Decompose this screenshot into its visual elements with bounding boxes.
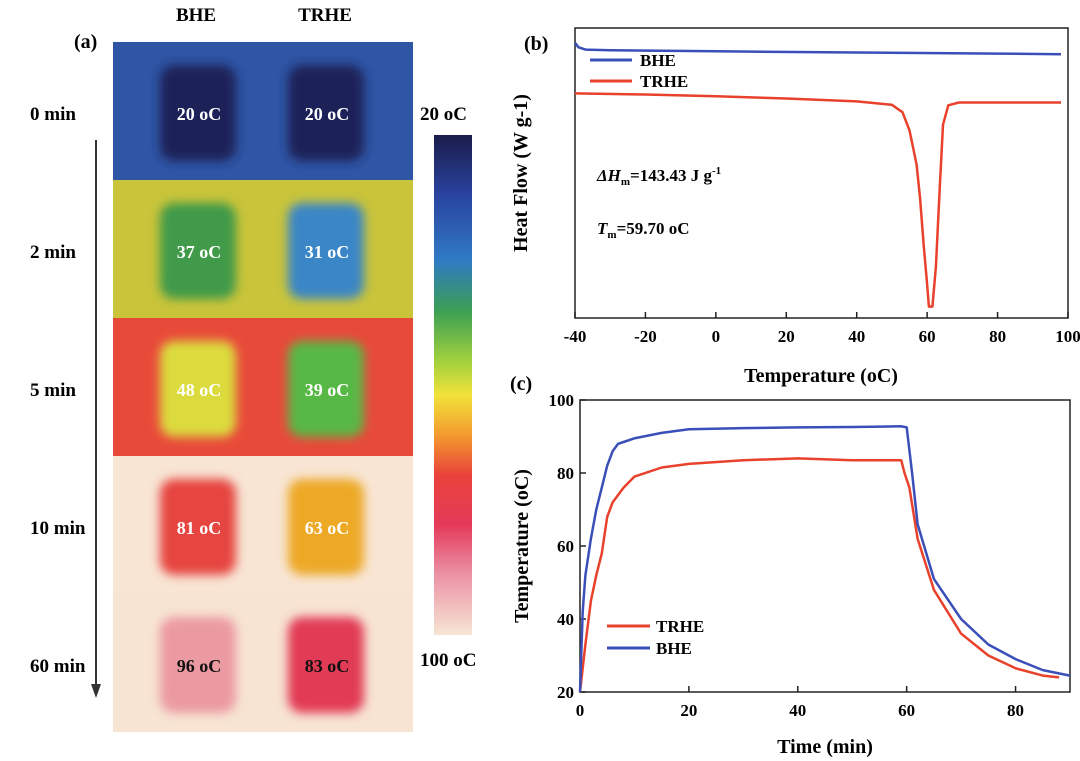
melting-temp-subscript: m: [607, 229, 616, 241]
dsc-legend-label-bhe: BHE: [640, 51, 676, 70]
colorbar-top-label: 20 oC: [420, 104, 467, 125]
dsc-chart-panel: (b) -40 -20 0 20 40 60 80 100 Temperature (oC) …: [510, 27, 1080, 387]
x-tick-label: 40: [848, 327, 865, 346]
thermal-row-background: [113, 594, 413, 732]
thermal-row-background: [113, 42, 413, 180]
panel-c-label: (c): [510, 373, 532, 395]
bhe-temperature-label: 20 oC: [177, 104, 222, 124]
bhe-sample: [160, 65, 236, 161]
x-tick-label: 40: [789, 701, 806, 720]
dsc-y-axis-label: Heat Flow (W g-1): [510, 94, 532, 252]
x-tick-label: 0: [712, 327, 721, 346]
melting-temp-annotation: Tm=59.70 oC: [597, 219, 690, 241]
heating-series: [578, 425, 1071, 693]
series-line-trhe: [574, 92, 1061, 308]
thermal-tiles: 0 min 20 oC 20 oC 2 min 37 oC 31 oC 5 min 48 oC…: [30, 42, 413, 732]
colorbar-bottom-label: 100 oC: [420, 650, 476, 671]
dsc-legend-label-trhe: TRHE: [640, 72, 688, 91]
panel-b-label: (b): [524, 33, 548, 55]
thermal-row-background: [113, 456, 413, 594]
bhe-temperature-label: 37 oC: [177, 242, 222, 262]
thermal-row-background: [113, 318, 413, 456]
dsc-series: [574, 42, 1062, 308]
x-tick-label: 80: [989, 327, 1006, 346]
y-tick-label: 20: [557, 683, 574, 702]
x-tick-label: 60: [919, 327, 936, 346]
x-tick-label: -20: [634, 327, 657, 346]
heating-legend-label-trhe: TRHE: [656, 617, 704, 636]
row-time-label: 5 min: [30, 380, 76, 401]
x-tick-label: -40: [564, 327, 587, 346]
x-tick-label: 0: [576, 701, 585, 720]
thermal-row: 2 min 37 oC 31 oC: [30, 180, 413, 318]
series-line-bhe: [578, 425, 1071, 693]
trhe-temperature-label: 31 oC: [305, 242, 350, 262]
dsc-plot-frame: [574, 27, 1069, 319]
trhe-sample: [288, 341, 364, 437]
x-tick-label: 20: [778, 327, 795, 346]
y-tick-label: 60: [557, 537, 574, 556]
colorbar: [434, 135, 472, 635]
bhe-sample: [160, 341, 236, 437]
thermal-row: 60 min 96 oC 83 oC: [30, 594, 413, 732]
y-tick-label: 100: [549, 391, 575, 410]
time-arrow-head: [91, 684, 101, 698]
dsc-x-axis-label: Temperature (oC): [744, 365, 898, 387]
bhe-temperature-label: 96 oC: [177, 656, 222, 676]
melting-temp-value: =59.70 oC: [617, 219, 690, 238]
column-header-trhe: TRHE: [298, 5, 352, 26]
enthalpy-symbol: ΔH: [596, 166, 622, 185]
enthalpy-value: =143.43 J g: [630, 166, 712, 185]
heating-x-axis-label: Time (min): [777, 736, 873, 758]
trhe-temperature-label: 39 oC: [305, 380, 350, 400]
melting-temp-symbol: T: [597, 219, 608, 238]
row-time-label: 60 min: [30, 656, 86, 677]
column-header-bhe: BHE: [176, 5, 216, 26]
trhe-temperature-label: 83 oC: [305, 656, 350, 676]
y-tick-label: 40: [557, 610, 574, 629]
series-line-bhe: [574, 42, 1062, 56]
row-time-label: 2 min: [30, 242, 76, 263]
thermal-row: 0 min 20 oC 20 oC: [30, 42, 413, 180]
trhe-temperature-label: 63 oC: [305, 518, 350, 538]
heating-y-axis-label: Temperature (oC): [511, 469, 533, 623]
row-time-label: 10 min: [30, 518, 86, 539]
trhe-sample: [288, 203, 364, 299]
x-tick-label: 80: [1007, 701, 1024, 720]
enthalpy-superscript: -1: [712, 165, 721, 177]
thermal-row: 5 min 48 oC 39 oC: [30, 318, 413, 456]
series-line-trhe: [578, 457, 1060, 693]
bhe-sample: [160, 479, 236, 575]
heating-legend-label-bhe: BHE: [656, 639, 692, 658]
panel-a-label: (a): [74, 31, 97, 53]
enthalpy-annotation: ΔHm=143.43 J g-1: [596, 165, 721, 188]
trhe-sample: [288, 65, 364, 161]
bhe-sample: [160, 617, 236, 713]
trhe-sample: [288, 479, 364, 575]
bhe-temperature-label: 48 oC: [177, 380, 222, 400]
trhe-temperature-label: 20 oC: [305, 104, 350, 124]
trhe-sample: [288, 617, 364, 713]
row-time-label: 0 min: [30, 104, 76, 125]
bhe-temperature-label: 81 oC: [177, 518, 222, 538]
thermal-row-background: [113, 180, 413, 318]
thermal-image-panel: (a) BHE TRHE 0 min 20 oC 20 oC 2 min 37 oC 31…: [30, 5, 476, 732]
dsc-x-ticks: -40 -20 0 20 40 60 80 100: [564, 312, 1080, 346]
x-tick-label: 100: [1055, 327, 1080, 346]
y-tick-label: 80: [557, 464, 574, 483]
enthalpy-subscript: m: [621, 176, 630, 188]
thermal-row: 10 min 81 oC 63 oC: [30, 456, 413, 594]
x-tick-label: 60: [898, 701, 915, 720]
x-tick-label: 20: [680, 701, 697, 720]
bhe-sample: [160, 203, 236, 299]
